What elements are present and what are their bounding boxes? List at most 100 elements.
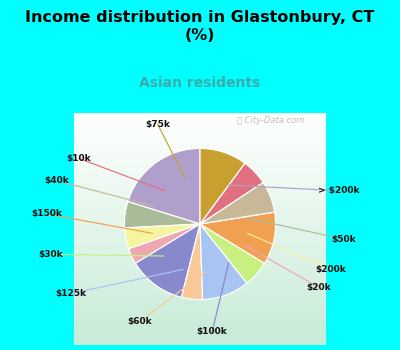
Bar (34, 244, 366, 246)
Bar (34, 161, 366, 163)
Bar (34, 221, 366, 223)
Bar (34, 298, 366, 301)
Bar (34, 147, 366, 150)
Bar (34, 226, 366, 229)
Bar (34, 250, 366, 252)
Text: $200k: $200k (316, 265, 346, 274)
Bar (34, 265, 366, 268)
Bar (34, 252, 366, 254)
Bar (34, 113, 366, 115)
Bar (34, 246, 366, 248)
Wedge shape (200, 163, 263, 224)
Bar (34, 144, 366, 146)
Bar (34, 339, 366, 341)
Wedge shape (200, 148, 245, 224)
Bar (34, 118, 366, 121)
Bar (34, 258, 366, 260)
Bar (34, 319, 366, 322)
Bar (34, 120, 366, 123)
Text: $20k: $20k (307, 283, 331, 292)
Bar (34, 310, 366, 312)
Wedge shape (136, 224, 200, 297)
Bar (34, 126, 366, 128)
Bar (34, 238, 366, 241)
Bar (34, 211, 366, 213)
Wedge shape (200, 212, 276, 263)
Wedge shape (200, 182, 275, 224)
Bar (34, 140, 366, 142)
Bar (34, 207, 366, 210)
Bar (34, 184, 366, 187)
Bar (34, 157, 366, 160)
Bar (34, 254, 366, 256)
Wedge shape (200, 224, 247, 300)
Bar (34, 138, 366, 140)
Bar (34, 194, 366, 196)
Bar (34, 153, 366, 156)
Bar (34, 312, 366, 314)
Wedge shape (124, 224, 200, 249)
Bar (34, 306, 366, 308)
Bar (34, 335, 366, 337)
Bar (34, 240, 366, 243)
Bar (34, 163, 366, 165)
Bar (34, 159, 366, 161)
Bar (34, 203, 366, 206)
Bar (34, 325, 366, 328)
Bar (34, 242, 366, 245)
Bar (34, 331, 366, 333)
Bar (34, 261, 366, 264)
Bar (34, 288, 366, 291)
Bar (34, 136, 366, 138)
Bar (34, 304, 366, 306)
Bar (34, 232, 366, 235)
Bar (34, 188, 366, 190)
Wedge shape (182, 224, 203, 300)
Bar (34, 290, 366, 293)
Text: Income distribution in Glastonbury, CT
(%): Income distribution in Glastonbury, CT (… (25, 10, 375, 43)
Bar (34, 259, 366, 262)
Bar (34, 337, 366, 339)
Bar (34, 294, 366, 297)
Bar (34, 275, 366, 277)
Bar (34, 230, 366, 233)
Bar (34, 142, 366, 144)
Bar (34, 178, 366, 181)
Bar (34, 128, 366, 131)
Text: $50k: $50k (331, 234, 356, 244)
Bar (34, 308, 366, 310)
Bar (34, 302, 366, 304)
Bar (34, 180, 366, 183)
Bar (34, 314, 366, 316)
Bar (34, 176, 366, 179)
Bar (34, 196, 366, 198)
Bar (34, 234, 366, 237)
Bar (34, 198, 366, 200)
Text: ⓘ City-Data.com: ⓘ City-Data.com (237, 116, 304, 125)
Bar (34, 267, 366, 270)
Wedge shape (128, 148, 200, 224)
Bar (34, 248, 366, 250)
Bar (34, 333, 366, 335)
Bar (34, 190, 366, 192)
Bar (34, 146, 366, 148)
Bar (34, 296, 366, 299)
Bar (34, 269, 366, 272)
Bar (34, 225, 366, 227)
Text: > $200k: > $200k (318, 186, 360, 195)
Bar (34, 323, 366, 326)
Text: $40k: $40k (44, 176, 69, 185)
Bar (34, 292, 366, 295)
Text: $150k: $150k (31, 209, 62, 218)
Bar (34, 281, 366, 283)
Bar (34, 229, 366, 231)
Bar (34, 202, 366, 204)
Bar (34, 174, 366, 177)
Bar (34, 151, 366, 154)
Bar (34, 277, 366, 279)
Bar (34, 287, 366, 289)
Bar (34, 315, 366, 318)
Bar (34, 300, 366, 302)
Bar (34, 130, 366, 132)
Wedge shape (124, 202, 200, 228)
